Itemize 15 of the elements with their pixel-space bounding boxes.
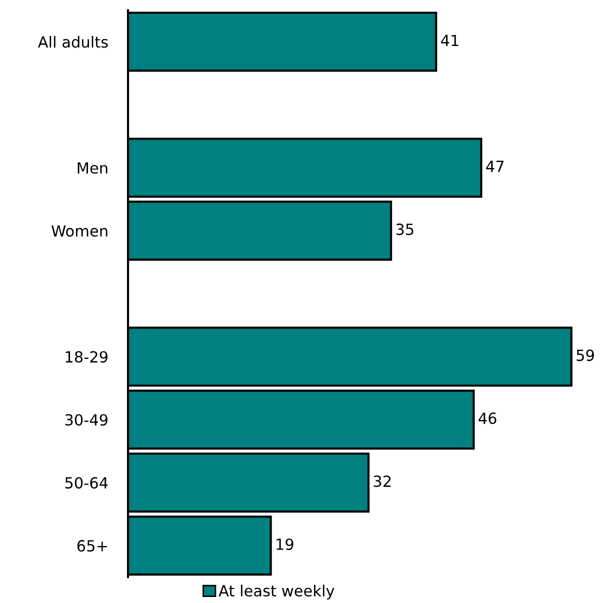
data-label: 59 xyxy=(576,350,594,362)
data-label: 41 xyxy=(441,34,458,46)
y-tick-label: All adults xyxy=(38,36,108,48)
data-label: 35 xyxy=(396,224,414,236)
y-tick-label: 65+ xyxy=(77,540,107,552)
data-label: 32 xyxy=(374,475,391,488)
y-tick-label: 18-29 xyxy=(66,351,108,363)
y-tick-label: Women xyxy=(52,225,108,237)
legend-label: At least weekly xyxy=(218,584,334,600)
data-label: 47 xyxy=(486,160,504,172)
y-tick-label: Men xyxy=(78,162,108,174)
y-tick-label: 30-49 xyxy=(65,414,108,426)
data-label: 19 xyxy=(276,538,294,550)
y-tick-label: 50-64 xyxy=(65,477,108,489)
data-label: 46 xyxy=(478,412,496,424)
